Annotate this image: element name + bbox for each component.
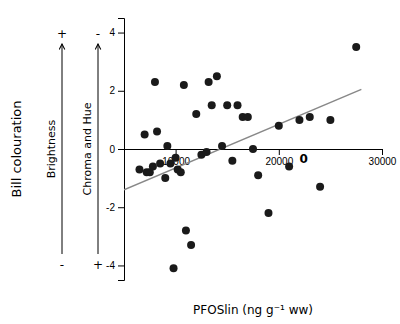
x-tick-mark [279,149,280,155]
annotation: 0 [299,152,307,166]
y-tick-mark [118,91,124,92]
x-axis: 100002000030000 [125,149,397,167]
scatter-point [264,209,272,217]
y-tick-mark [118,33,124,34]
y-tick: 0 [109,144,124,155]
scatter-point [192,110,200,118]
y-tick-label: 0 [109,144,115,155]
scatter-point [151,78,159,86]
arrow-sign: + [57,27,67,41]
arrow-sign: - [60,258,64,272]
arrow-label: Chroma and Hue [81,102,94,195]
y-axis-title: Bill colouration [9,100,24,197]
scatter-point [213,72,221,80]
scatter-point [352,43,360,51]
x-tick-mark [382,149,383,155]
scatter-point [180,81,188,89]
scatter-point [223,101,231,109]
y-axis-line [118,19,125,281]
scatter-point [170,264,178,272]
scatter-point [295,116,303,124]
direction-arrow [62,44,63,254]
scatter-point [316,183,324,191]
x-axis-title: PFOSlin (ng g⁻¹ ww) [193,303,313,317]
y-tick: -2 [106,202,124,213]
scatter-point [285,162,293,170]
y-tick-label: 2 [109,85,115,96]
scatter-point [163,142,171,150]
scatter-point [177,168,185,176]
y-tick-label: 4 [109,27,115,38]
scatter-point [306,113,314,121]
plot: -4-20241000020000300000 [106,19,397,281]
scatter-point [149,162,157,170]
y-tick: 4 [109,27,124,38]
scatter-point [249,145,257,153]
x-tick-label: 30000 [369,156,397,167]
scatter-point [161,174,169,182]
scatter-point [205,78,213,86]
x-tick: 10000 [162,149,190,167]
scatter-point [156,160,164,168]
scatter-point [182,227,190,235]
scatter-point [244,113,252,121]
scatter-point [203,148,211,156]
y-tick-label: -4 [106,260,115,271]
y-tick-mark [118,149,124,150]
arrow-label: Brightness [45,119,58,178]
y-tick-label: -2 [106,202,115,213]
y-tick-mark [118,265,124,266]
y-tick: 2 [109,85,124,96]
x-tick: 30000 [369,149,397,167]
scatter-point [228,157,236,165]
marks [124,43,361,272]
arrow-sign: + [93,258,103,272]
scatter-point [208,101,216,109]
scatter-point [326,116,334,124]
direction-arrow [98,44,99,254]
y-axis: -4 -2 0 2 4 [106,19,124,281]
y-tick: -4 [106,260,124,271]
scatter-point [153,128,161,136]
scatter-point [218,142,226,150]
scatter-point [135,165,143,173]
regression-line [124,89,361,189]
scatter-point [275,122,283,130]
chart: -4-20241000020000300000PFOSlin (ng g⁻¹ w… [0,0,400,324]
scatter-point [234,101,242,109]
scatter-point [254,171,262,179]
scatter-point [187,241,195,249]
scatter-point [172,154,180,162]
scatter-point [141,130,149,138]
y-tick-mark [118,207,124,208]
arrow-sign: - [96,27,100,41]
